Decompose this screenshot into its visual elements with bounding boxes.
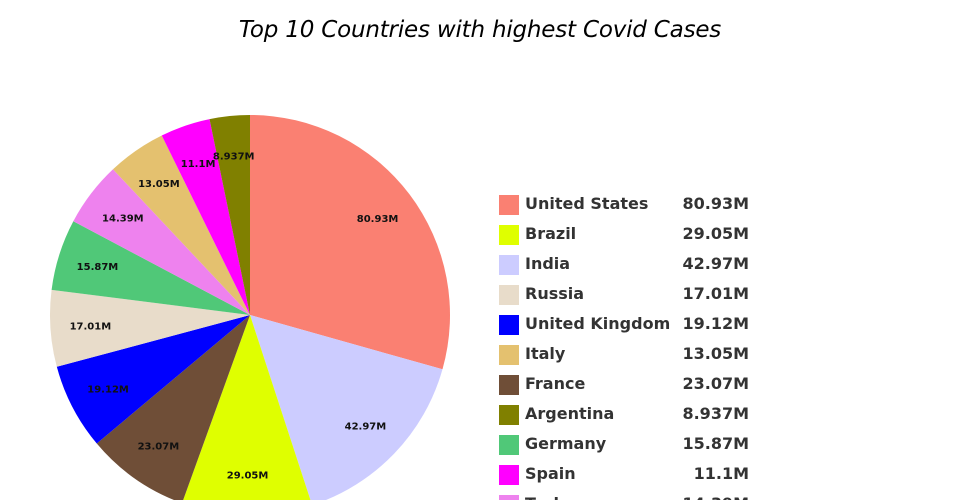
legend-swatch [499,465,519,485]
legend-label: Turkey [525,494,585,500]
legend-label: Brazil [525,224,577,243]
legend-item-italy[interactable]: Italy 13.05M [499,342,759,372]
pie-slice-france[interactable] [96,315,250,500]
slice-label-russia: 17.01M [70,321,112,332]
slice-label-argentina: 8.937M [213,151,255,162]
legend-swatch [499,225,519,245]
legend-label: United States [525,194,649,213]
legend-item-france[interactable]: France 23.07M [499,372,759,402]
legend-label: France [525,374,586,393]
legend-value: 11.1M [693,464,749,483]
legend-value: 29.05M [682,224,749,243]
slice-label-brazil: 29.05M [227,470,269,481]
legend-item-brazil[interactable]: Brazil 29.05M [499,222,759,252]
legend-swatch [499,285,519,305]
pie-slice-brazil[interactable] [182,315,312,500]
legend-item-spain[interactable]: Spain 11.1M [499,462,759,492]
legend-swatch [499,405,519,425]
pie-slice-turkey[interactable] [73,169,251,315]
pie-slice-germany[interactable] [51,221,250,315]
legend-swatch [499,435,519,455]
slice-label-united-states: 80.93M [357,214,399,225]
legend-value: 23.07M [682,374,749,393]
pie-slice-italy[interactable] [112,135,250,315]
legend-value: 14.39M [682,494,749,500]
legend-swatch [499,345,519,365]
legend-swatch [499,495,519,500]
legend-item-germany[interactable]: Germany 15.87M [499,432,759,462]
slice-label-india: 42.97M [345,421,387,432]
legend-label: Germany [525,434,607,453]
legend-label: Russia [525,284,585,303]
legend-label: Spain [525,464,576,483]
pie-slice-united-kingdom[interactable] [56,315,250,444]
legend-label: Argentina [525,404,615,423]
pie-slice-argentina[interactable] [209,115,250,315]
slice-label-spain: 11.1M [181,159,216,170]
chart-title: Top 10 Countries with highest Covid Case… [238,17,722,43]
legend-item-argentina[interactable]: Argentina 8.937M [499,402,759,432]
slice-label-france: 23.07M [138,442,180,453]
legend-item-united-states[interactable]: United States 80.93M [499,192,759,222]
legend-item-india[interactable]: India 42.97M [499,252,759,282]
legend-swatch [499,255,519,275]
pie-slice-india[interactable] [250,315,443,500]
legend-value: 42.97M [682,254,749,273]
legend-value: 19.12M [682,314,749,333]
slice-label-germany: 15.87M [77,262,119,273]
chart-legend: United States 80.93M Brazil 29.05M India 42.9… [499,192,759,500]
legend-item-turkey[interactable]: Turkey 14.39M [499,492,759,500]
pie-slice-russia[interactable] [49,289,250,367]
legend-label: United Kingdom [525,314,671,333]
legend-label: Italy [525,344,566,363]
legend-value: 8.937M [682,404,749,423]
legend-value: 80.93M [682,194,749,213]
legend-item-russia[interactable]: Russia 17.01M [499,282,759,312]
slice-label-united-kingdom: 19.12M [87,384,129,395]
legend-swatch [499,195,519,215]
slice-label-italy: 13.05M [138,179,180,190]
legend-swatch [499,375,519,395]
legend-value: 15.87M [682,434,749,453]
legend-item-united-kingdom[interactable]: United Kingdom 19.12M [499,312,759,342]
legend-label: India [525,254,571,273]
legend-value: 13.05M [682,344,749,363]
slice-label-turkey: 14.39M [102,213,144,224]
pie-slice-united-states[interactable] [250,115,451,370]
legend-value: 17.01M [682,284,749,303]
legend-swatch [499,315,519,335]
pie-slice-spain[interactable] [161,119,250,315]
